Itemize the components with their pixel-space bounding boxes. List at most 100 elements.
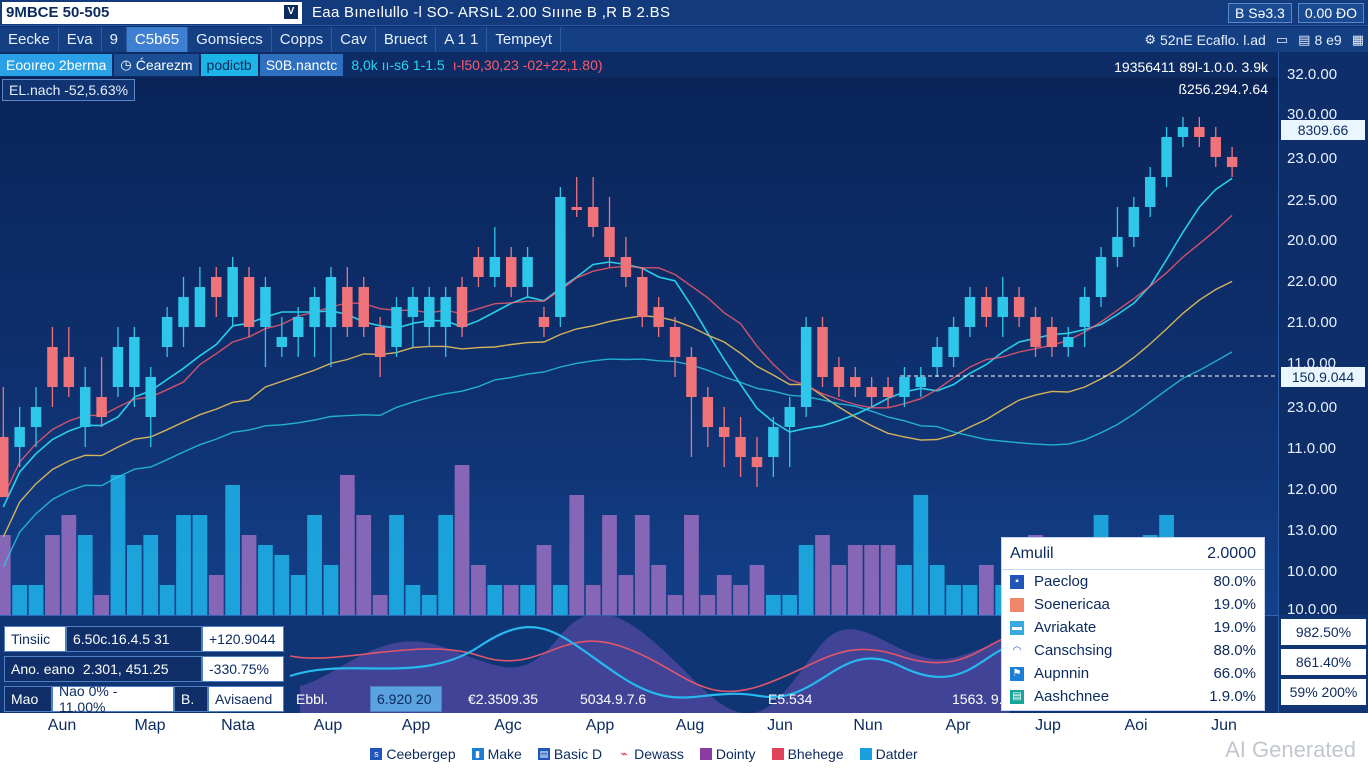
title-right-pill-2[interactable]: 0.00 ĐO [1297,3,1364,23]
toolbar-button-1[interactable]: Eooıreo 2berma [0,54,113,76]
grid-icon: ▦ [1351,31,1364,47]
square-icon [1010,597,1024,612]
volume-bar [356,515,372,615]
volume-bar [77,535,93,615]
candle-body [489,257,501,277]
menu-right-item-3[interactable]: ▤ 8 e9 [1298,32,1342,48]
square-icon: s [370,748,383,760]
candle-body [112,347,124,387]
bottom-legend-item[interactable]: ▮ Make [471,746,522,762]
title-right-pill-1[interactable]: B Sə3.3 [1228,3,1292,23]
candle-body [1194,127,1205,137]
candle-body [587,207,599,227]
legend-row-value: 19.0% [1213,596,1256,613]
legend-row-name: Paeclog [1034,573,1089,590]
volume-bar [45,535,60,615]
signal-icon: ◠ [1012,645,1022,656]
menu-item-5[interactable]: Gomsiecs [188,27,272,52]
volume-bar [552,585,568,615]
legend-row[interactable]: ⚑ Aupnnin 66.0% [1002,662,1264,685]
volume-bar [192,515,208,615]
price-chart[interactable] [0,77,1278,615]
menu-item-8[interactable]: Bruect [376,27,437,52]
menu-right-item-4[interactable]: ▦ [1352,32,1364,48]
menu-item-7[interactable]: Cav [332,27,376,52]
legend-row[interactable]: ▪ Paeclog 80.0% [1002,570,1264,593]
square-icon [699,748,712,760]
menu-item-4[interactable]: C5b65 [126,27,189,52]
x-tick-label: Jun [1211,717,1237,734]
ticker-dropdown-icon[interactable]: V [284,4,298,19]
volume-bar [569,495,585,615]
menu-item-9[interactable]: A 1 1 [436,27,488,52]
menu-item-3[interactable]: 9 [102,27,127,52]
top-info-line-2: ß256.294.ʔ.64 [1178,81,1268,97]
indicator-row2-change: -330.75% [202,656,284,682]
moving-average-red [2,214,1233,498]
candle-body [342,287,353,327]
doc-icon: ▤ [1010,689,1024,704]
bottom-legend-item[interactable]: Dointy [699,746,756,762]
candle-body [604,227,615,257]
legend-row[interactable]: ▬ Avriakate 19.0% [1002,616,1264,639]
candle-body [1161,137,1172,177]
candle-body [227,267,238,317]
bottom-legend-item[interactable]: ▤ Basic D [537,746,602,762]
bottom-legend-item[interactable]: Bhehege [771,746,844,762]
candle-body [1226,157,1238,167]
menu-right-item-1[interactable]: ⚙ 52nE Ecaflo. l.ad [1144,32,1266,48]
legend-row[interactable]: ▤ Aashchnee 1.9.0% [1002,685,1264,708]
candle-body [276,337,288,347]
y-tick-label: 23.0.00 [1287,150,1338,167]
candle-body [1079,297,1090,327]
bottom-legend: s Ceebergep ▮ Make ▤ Basic D ⌁ Dewass Dointy… [0,740,1368,768]
toolbar-button-4[interactable]: S0B.nanctc [259,54,344,76]
menu-right-item-2[interactable]: ▭ [1276,32,1288,48]
volume-bar [929,565,945,615]
volume-bar [28,585,44,615]
time-axis[interactable]: Aun Map Nata Aup App Agc App Aug Jun Nun… [0,713,1368,740]
candle-body [833,367,845,387]
volume-bar [126,545,142,615]
menu-item-2[interactable]: Eva [59,27,102,52]
menu-item-10[interactable]: Tempeyt [487,27,562,52]
candle-body [964,297,976,327]
volume-bar [339,475,355,615]
indicator-axis-value-1: 982.50% [1281,619,1366,645]
change-badge: E​L.nach -52,5.63% [2,79,136,101]
ticker-input[interactable]: 9MBCE 50-505 V [2,1,302,24]
legend-row[interactable]: ◠ Canschsing 88.0% [1002,639,1264,662]
x-tick-label: Aoi [1124,717,1148,734]
menu-item-1[interactable]: Eecke [0,27,59,52]
candle-body [882,387,894,397]
x-tick-label: Aun [47,717,77,734]
menu-item-6[interactable]: Copps [272,27,333,52]
bottom-legend-item[interactable]: Datder [859,746,918,762]
legend-panel[interactable]: Amulil 2.0000 ▪ Paeclog 80.0% Soenericaa 19… [1001,537,1265,711]
indicator-axis: 982.50% 861.40% 59% 200% [1278,615,1368,713]
candle-body [768,427,779,457]
candle-body [784,407,795,427]
volume-bar [700,595,716,615]
candle-body [358,287,369,327]
bottom-legend-label: Ceebergep [386,746,456,762]
toolbar-button-3[interactable]: podictb [200,54,258,76]
indicator-row1-label: Tinsiic [4,626,66,652]
candle-body [571,207,582,210]
volume-bar [847,545,863,615]
candle-body [555,197,566,317]
volume-bar [0,535,11,615]
volume-bar [12,585,28,615]
volume-bar [274,555,290,615]
volume-bar [880,545,896,615]
y-tick-label: 11.0.00 [1287,440,1336,457]
candle-body [653,307,664,327]
candle-body [850,377,861,387]
bottom-legend-item[interactable]: s Ceebergep [370,746,456,762]
legend-row[interactable]: Soenericaa 19.0% [1002,593,1264,616]
toolbar-button-2[interactable]: ◷ Ćearezm [114,54,199,76]
bottom-legend-item[interactable]: ⌁ Dewass [618,746,684,762]
price-axis[interactable]: 32.0.00 30.0.00 8309.66 23.0.00 22.5.00 … [1278,52,1368,618]
volume-bar [110,475,126,615]
volume-bar [536,545,552,615]
